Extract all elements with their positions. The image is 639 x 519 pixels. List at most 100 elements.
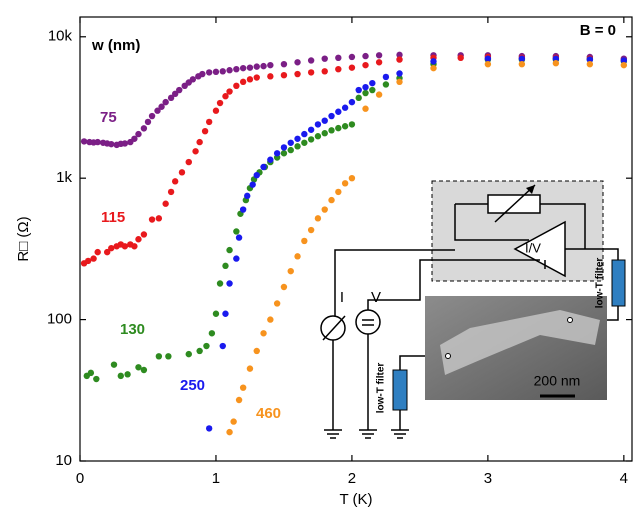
data-point — [280, 144, 288, 151]
data-point — [165, 353, 172, 360]
data-point — [307, 57, 315, 64]
data-point — [246, 64, 254, 71]
data-point — [335, 65, 342, 73]
data-point — [362, 83, 369, 91]
data-point — [457, 54, 464, 62]
data-point — [216, 99, 224, 107]
data-point — [328, 196, 335, 204]
data-point — [167, 94, 175, 102]
data-point — [518, 60, 526, 68]
data-point — [239, 64, 247, 72]
data-point — [518, 55, 526, 62]
data-point — [382, 73, 390, 81]
data-point — [212, 310, 220, 317]
data-point — [335, 54, 342, 62]
data-point — [226, 246, 233, 254]
data-point — [135, 364, 142, 371]
data-point — [205, 118, 213, 126]
data-point — [239, 384, 247, 391]
data-point — [226, 428, 233, 436]
data-point — [148, 112, 156, 120]
data-point — [267, 156, 274, 163]
arrow-head — [526, 185, 535, 194]
data-point — [321, 130, 328, 137]
data-point — [396, 70, 403, 77]
data-point — [219, 68, 226, 75]
wire — [334, 203, 619, 321]
data-point — [328, 127, 335, 134]
plot-frame — [79, 16, 633, 462]
data-point — [178, 169, 186, 176]
data-point — [294, 143, 301, 150]
series-label: 460 — [256, 405, 281, 422]
data-point — [253, 74, 260, 81]
data-point — [586, 56, 594, 63]
data-point — [620, 57, 628, 64]
data-point — [369, 79, 376, 87]
data-point — [140, 125, 148, 132]
wire — [332, 334, 430, 430]
data-point — [375, 59, 383, 66]
data-point — [144, 118, 152, 126]
data-point — [212, 68, 220, 76]
data-point — [253, 171, 260, 179]
data-point — [162, 98, 169, 106]
series-label: 250 — [180, 377, 205, 394]
filter — [392, 369, 408, 411]
data-point — [176, 86, 183, 94]
x-tick-label: 0 — [76, 470, 84, 487]
data-point — [314, 133, 322, 140]
voltmeter-sign — [362, 319, 374, 326]
series-label: 115 — [101, 209, 125, 226]
data-point — [321, 206, 328, 213]
data-point — [108, 140, 115, 148]
data-point — [226, 88, 233, 95]
data-point — [155, 215, 163, 222]
data-point — [103, 248, 111, 256]
data-point — [301, 237, 308, 245]
data-point — [140, 231, 148, 238]
data-point — [230, 418, 237, 425]
data-point — [219, 342, 226, 350]
y-tick-label: 10k — [48, 28, 73, 45]
series-label: 130 — [120, 321, 145, 338]
x-tick-label: 1 — [212, 470, 220, 487]
data-point — [260, 163, 267, 171]
x-axis-label: T (K) — [339, 491, 372, 508]
data-point — [93, 375, 100, 383]
data-point — [131, 135, 138, 142]
data-point — [362, 61, 369, 69]
data-point — [294, 70, 301, 78]
data-point — [552, 55, 560, 62]
data-point — [355, 94, 362, 102]
data-point — [226, 280, 233, 287]
data-point — [273, 300, 281, 307]
data-point — [239, 78, 247, 86]
data-point — [216, 280, 224, 287]
data-point — [314, 121, 322, 128]
annotation: B = 0 — [580, 22, 616, 39]
data-point — [321, 117, 328, 124]
data-point — [375, 52, 383, 59]
data-point — [280, 71, 288, 79]
data-point — [307, 226, 315, 234]
x-tick-label: 4 — [620, 470, 628, 487]
current-label: I — [340, 289, 344, 306]
data-point — [222, 262, 229, 270]
data-point — [396, 78, 403, 86]
data-point — [233, 82, 240, 90]
data-point — [80, 138, 88, 145]
data-point — [235, 396, 243, 404]
data-point — [140, 366, 148, 374]
data-point — [148, 216, 156, 223]
data-point — [280, 283, 288, 291]
data-point — [155, 353, 163, 360]
data-point — [294, 135, 301, 142]
data-point — [335, 188, 342, 196]
data-point — [396, 51, 403, 59]
data-point — [108, 244, 115, 252]
data-point — [199, 70, 206, 78]
y-tick-label: 1k — [56, 169, 72, 186]
data-point — [314, 215, 322, 222]
sem-device — [440, 310, 600, 375]
